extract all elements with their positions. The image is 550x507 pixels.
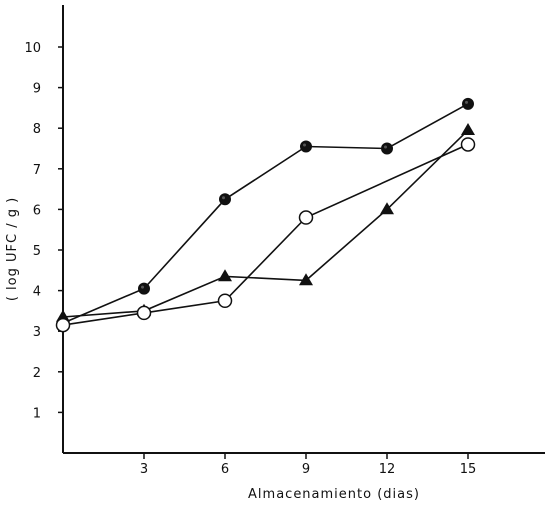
data-point bbox=[217, 293, 233, 308]
data-point bbox=[55, 317, 71, 333]
y-tick-label: 5 bbox=[33, 244, 41, 259]
y-tick-label: 2 bbox=[33, 366, 41, 381]
x-axis-label: Almacenamiento (dias) bbox=[248, 487, 420, 502]
y-tick-label: 7 bbox=[33, 163, 41, 178]
series-filled-triangle bbox=[56, 123, 475, 322]
data-point bbox=[460, 137, 476, 152]
data-point bbox=[298, 210, 314, 225]
series-line bbox=[62, 129, 469, 318]
y-tick-label: 1 bbox=[33, 406, 41, 421]
y-tick-label: 4 bbox=[33, 285, 41, 300]
y-tick-label: 6 bbox=[33, 203, 41, 218]
series-open-circle bbox=[55, 137, 476, 333]
data-point bbox=[380, 202, 394, 215]
x-tick-label: 3 bbox=[140, 462, 148, 477]
y-tick-label: 3 bbox=[33, 325, 41, 340]
data-point bbox=[462, 97, 474, 110]
series-group bbox=[55, 97, 476, 333]
y-tick-label: 10 bbox=[24, 41, 41, 56]
y-tick-label: 9 bbox=[33, 82, 41, 97]
data-point bbox=[138, 282, 150, 295]
marker-highlight bbox=[141, 285, 144, 289]
x-tick-label: 6 bbox=[221, 462, 229, 477]
marker-highlight bbox=[384, 145, 387, 149]
data-point bbox=[136, 305, 152, 321]
data-point bbox=[219, 193, 231, 206]
x-tick-label: 9 bbox=[302, 462, 310, 477]
x-tick-label: 15 bbox=[460, 462, 477, 477]
marker-highlight bbox=[222, 196, 225, 200]
y-axis-label: ( log UFC / g ) bbox=[5, 197, 20, 301]
data-point bbox=[218, 269, 232, 282]
series-line bbox=[62, 103, 469, 324]
data-point bbox=[299, 273, 313, 286]
marker-highlight bbox=[303, 143, 306, 147]
data-point bbox=[300, 140, 312, 153]
data-point bbox=[381, 142, 393, 155]
x-tick-label: 12 bbox=[379, 462, 396, 477]
series-filled-circle bbox=[57, 97, 474, 330]
axes bbox=[62, 5, 545, 454]
data-point bbox=[461, 123, 475, 136]
marker-highlight bbox=[465, 100, 468, 104]
y-tick-label: 8 bbox=[33, 122, 41, 137]
